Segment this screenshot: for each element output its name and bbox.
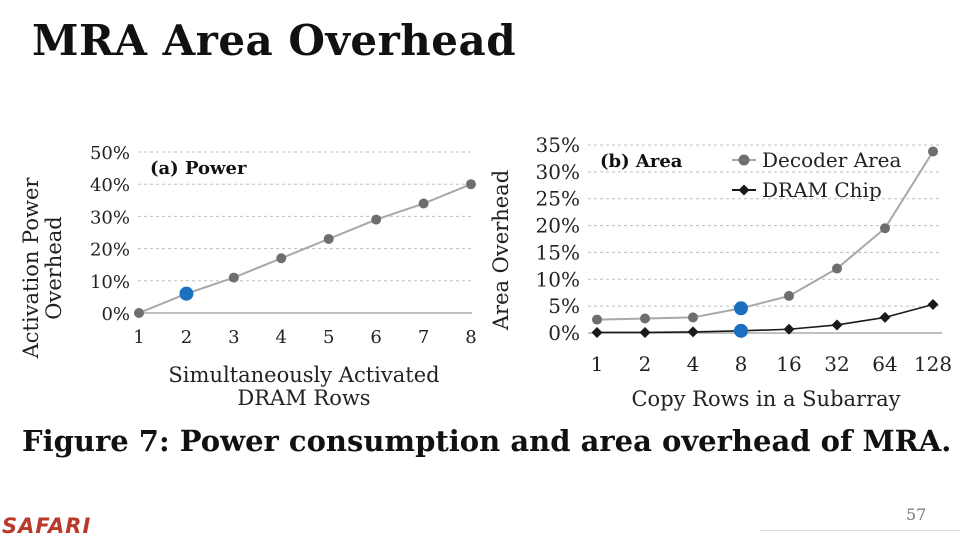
area-data-point — [879, 311, 891, 323]
power-panel-title: (a) Power — [150, 158, 247, 179]
area-x-tick-label: 4 — [687, 352, 700, 376]
footer-rule — [760, 530, 960, 531]
power-x-tick-label: 1 — [133, 327, 144, 348]
area-y-tick-label: 30% — [536, 160, 580, 184]
area-data-point — [687, 326, 699, 338]
area-highlight-point — [734, 323, 748, 338]
area-panel-title: (b) Area — [600, 151, 683, 172]
power-x-axis-label: Simultaneously Activated DRAM Rows — [168, 363, 439, 410]
area-x-tick-label: 128 — [914, 352, 952, 376]
area-data-point — [592, 314, 602, 325]
area-x-tick-label: 1 — [591, 352, 604, 376]
area-data-point — [831, 319, 843, 331]
brand-logo: SAFARI — [2, 514, 92, 538]
area-data-point — [591, 326, 603, 338]
power-y-tick-label: 20% — [90, 240, 130, 261]
area-highlight-point — [734, 301, 748, 316]
page-number: 57 — [906, 505, 927, 524]
slide-title: MRA Area Overhead — [32, 16, 517, 65]
power-x-tick-label: 6 — [370, 327, 381, 348]
power-data-point — [228, 272, 239, 283]
area-legend-marker — [738, 184, 750, 196]
power-y-tick-label: 0% — [101, 304, 130, 325]
area-series-line-1 — [597, 303, 934, 334]
area-x-tick-label: 64 — [872, 352, 897, 376]
area-x-tick-label: 32 — [824, 352, 849, 376]
area-x-tick-label: 2 — [639, 352, 652, 376]
power-data-point — [276, 253, 287, 264]
power-x-tick-label: 5 — [323, 327, 334, 348]
power-data-point — [323, 233, 334, 244]
area-y-tick-label: 15% — [536, 240, 580, 264]
area-data-point — [832, 263, 842, 274]
power-data-point — [371, 214, 382, 225]
area-legend-label: Decoder Area — [762, 148, 902, 172]
area-y-axis-label: Area Overhead — [489, 170, 513, 331]
area-y-tick-label: 20% — [536, 214, 580, 238]
area-series-line-0 — [596, 150, 934, 321]
area-legend-label: DRAM Chip — [762, 178, 882, 202]
area-data-point — [783, 323, 795, 335]
area-y-tick-label: 35% — [536, 133, 580, 157]
power-x-tick-label: 8 — [465, 327, 476, 348]
power-y-tick-label: 30% — [90, 207, 130, 228]
area-x-tick-label: 8 — [735, 352, 748, 376]
power-y-axis-label: Activation PowerOverhead — [19, 177, 66, 360]
power-y-tick-label: 40% — [90, 175, 130, 196]
power-x-tick-label: 3 — [228, 327, 239, 348]
area-y-tick-label: 5% — [548, 294, 580, 318]
power-data-point — [466, 179, 476, 190]
power-data-point — [134, 308, 144, 318]
power-y-tick-label: 50% — [90, 143, 130, 164]
power-x-tick-label: 4 — [276, 327, 287, 348]
area-y-tick-label: 0% — [548, 321, 580, 345]
area-x-tick-label: 16 — [776, 352, 801, 376]
area-data-point — [640, 313, 650, 324]
power-data-point — [418, 198, 429, 209]
area-data-point — [639, 326, 651, 338]
area-data-point — [928, 146, 938, 157]
power-series-line-0 — [138, 183, 472, 314]
area-data-point — [688, 312, 698, 323]
area-x-axis-label: Copy Rows in a Subarray — [631, 387, 900, 411]
area-legend-marker — [738, 154, 750, 166]
power-highlight-point — [179, 286, 194, 301]
power-x-tick-label: 7 — [418, 327, 429, 348]
power-x-tick-label: 2 — [181, 327, 192, 348]
figure-caption: Figure 7: Power consumption and area ove… — [22, 424, 952, 458]
area-data-point — [784, 290, 794, 301]
area-y-tick-label: 10% — [536, 267, 580, 291]
area-y-tick-label: 25% — [536, 187, 580, 211]
area-data-point — [880, 223, 890, 234]
power-y-tick-label: 10% — [90, 272, 130, 293]
area-data-point — [927, 299, 939, 311]
